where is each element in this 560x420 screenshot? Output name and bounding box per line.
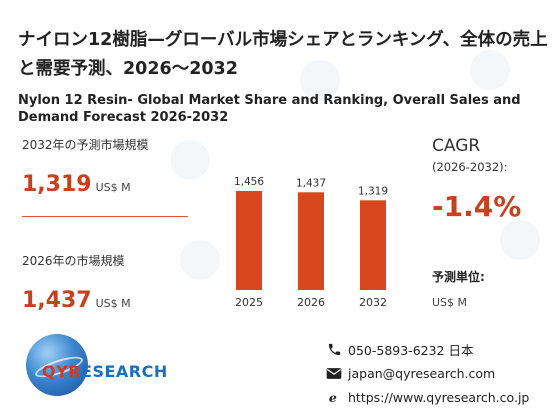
phone-icon bbox=[326, 342, 342, 358]
brand-name-part2: ESEARCH bbox=[81, 362, 168, 381]
brand-name-part1: QYR bbox=[42, 362, 82, 381]
watermark-dot bbox=[500, 220, 540, 260]
page-subtitle: Nylon 12 Resin- Global Market Share and … bbox=[18, 93, 521, 125]
watermark-dot bbox=[170, 140, 210, 180]
contact-phone-text: 050-5893-6232 日本 bbox=[348, 343, 474, 358]
forecast-size-value: 1,319 US$ M bbox=[22, 172, 131, 197]
x-tick-label: 2025 bbox=[235, 296, 263, 309]
cagr-value: -1.4% bbox=[432, 190, 522, 223]
stat-divider bbox=[22, 216, 188, 217]
globe-logo bbox=[26, 334, 88, 396]
page-title: ナイロン12樹脂—グローバル市場シェアとランキング、全体の売上と需要予測、202… bbox=[18, 30, 548, 79]
brand-name: QYRESEARCH bbox=[42, 362, 168, 381]
current-size-number: 1,437 bbox=[22, 288, 92, 313]
bar-2026 bbox=[298, 192, 324, 290]
email-icon bbox=[326, 365, 342, 381]
x-tick-label: 2032 bbox=[359, 296, 387, 309]
bar-value-label: 1,319 bbox=[358, 185, 388, 197]
forecast-unit-label: 予測単位: bbox=[432, 270, 485, 284]
bar-2025 bbox=[236, 190, 262, 290]
current-size-value: 1,437 US$ M bbox=[22, 288, 131, 313]
x-tick-label: 2026 bbox=[297, 296, 325, 309]
svg-text:e: e bbox=[328, 390, 336, 405]
bars-group: 1,456 2025 1,437 2026 1,319 2032 bbox=[234, 176, 388, 309]
contact-phone: 050-5893-6232 日本 bbox=[326, 340, 473, 359]
cagr-period: (2026-2032): bbox=[432, 160, 508, 174]
contact-email-text[interactable]: japan@qyresearch.com bbox=[348, 365, 496, 381]
contact-email[interactable]: japan@qyresearch.com bbox=[326, 365, 495, 381]
contact-web-text[interactable]: https://www.qyresearch.co.jp bbox=[348, 389, 530, 405]
brand-logo: QYRESEARCH bbox=[22, 332, 167, 412]
contact-web[interactable]: e https://www.qyresearch.co.jp bbox=[326, 389, 529, 405]
forecast-size-label: 2032年の予測市場規模 bbox=[22, 138, 149, 152]
watermark-dot bbox=[180, 240, 220, 280]
forecast-size-unit: US$ M bbox=[95, 181, 131, 194]
watermark-dot bbox=[300, 60, 340, 100]
bar-value-label: 1,437 bbox=[296, 177, 326, 189]
current-size-unit: US$ M bbox=[95, 297, 131, 310]
forecast-size-number: 1,319 bbox=[22, 172, 92, 197]
watermark-dot bbox=[470, 50, 510, 90]
forecast-unit-value: US$ M bbox=[432, 296, 468, 309]
web-icon: e bbox=[326, 389, 342, 405]
bar-value-label: 1,456 bbox=[234, 176, 264, 188]
current-size-label: 2026年の市場規模 bbox=[22, 254, 125, 268]
cagr-label: CAGR bbox=[432, 136, 481, 156]
market-bar-chart: 1,456 2025 1,437 2026 1,319 2032 bbox=[234, 176, 388, 309]
bar-2032 bbox=[360, 200, 386, 290]
